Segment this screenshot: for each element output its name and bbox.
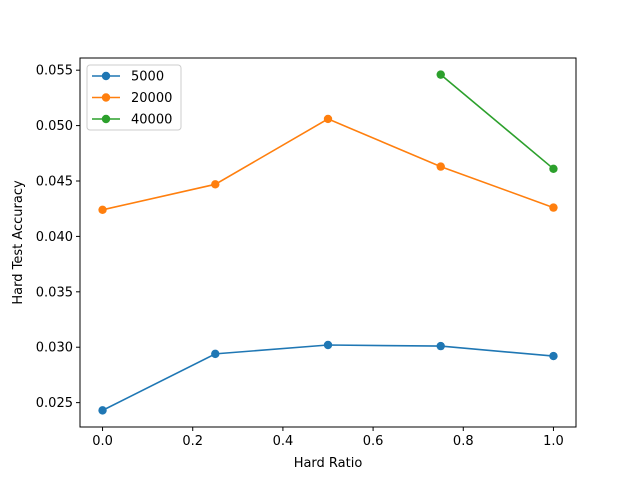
y-axis-label: Hard Test Accuracy bbox=[11, 180, 26, 305]
data-point-5000 bbox=[211, 349, 220, 359]
y-tick-label: 0.025 bbox=[36, 396, 73, 411]
legend-marker-20000 bbox=[101, 93, 111, 102]
data-point-20000 bbox=[436, 162, 445, 171]
x-tick-label: 0.6 bbox=[363, 434, 384, 449]
legend-label-20000: 20000 bbox=[131, 91, 172, 106]
y-tick-label: 0.045 bbox=[36, 175, 73, 190]
data-point-20000 bbox=[323, 114, 333, 124]
series-line-40000 bbox=[440, 74, 554, 170]
y-tick-label: 0.030 bbox=[36, 341, 73, 356]
data-point-20000 bbox=[211, 180, 220, 189]
legend-box bbox=[86, 64, 182, 131]
legend-marker-40000 bbox=[101, 114, 111, 124]
x-axis-label: Hard Ratio bbox=[294, 456, 363, 471]
y-tick-label: 0.055 bbox=[36, 64, 73, 79]
x-tick-label: 0.0 bbox=[92, 434, 113, 449]
axes-frame bbox=[79, 57, 577, 428]
y-tick-label: 0.035 bbox=[36, 285, 73, 300]
axis-ticks: 0.0 0.2 0.4 0.6 0.8 1.0 0.025 0.030 0.035 0.040 0.… bbox=[36, 64, 564, 449]
y-tick-label: 0.040 bbox=[36, 230, 73, 245]
legend-marker-5000 bbox=[101, 71, 111, 81]
data-point-20000 bbox=[549, 203, 558, 212]
data-point-40000 bbox=[549, 164, 558, 174]
y-tick-label: 0.050 bbox=[36, 119, 73, 134]
data-point-5000 bbox=[549, 351, 558, 361]
plot-area bbox=[98, 70, 558, 415]
x-tick-label: 1.0 bbox=[543, 434, 564, 449]
data-point-20000 bbox=[98, 205, 107, 215]
x-tick-label: 0.2 bbox=[182, 434, 203, 449]
legend-label-40000: 40000 bbox=[131, 113, 172, 128]
x-tick-label: 0.8 bbox=[453, 434, 474, 449]
data-point-5000 bbox=[98, 406, 107, 415]
data-point-5000 bbox=[436, 341, 445, 351]
data-point-40000 bbox=[436, 70, 445, 79]
data-point-5000 bbox=[323, 340, 333, 350]
legend-label-5000: 5000 bbox=[131, 70, 164, 85]
x-tick-label: 0.4 bbox=[273, 434, 294, 449]
legend: 5000 20000 40000 bbox=[86, 64, 182, 131]
